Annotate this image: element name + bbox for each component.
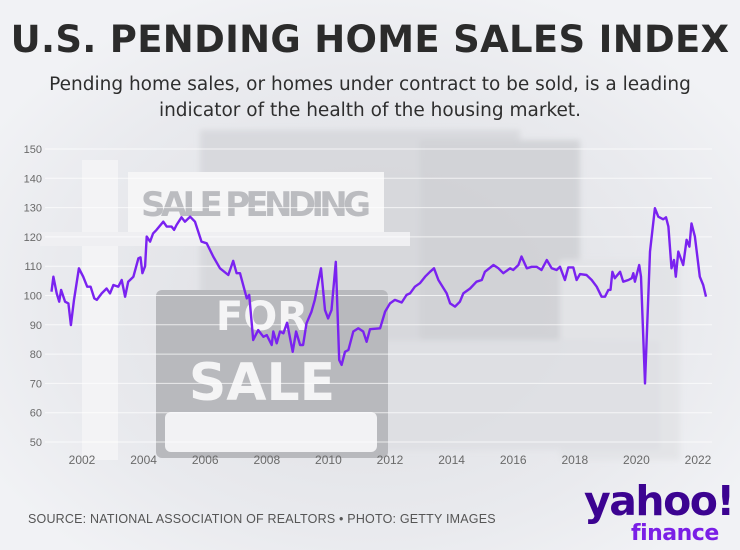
y-tick-label: 100 bbox=[24, 291, 42, 303]
x-tick-label: 2004 bbox=[130, 453, 157, 467]
x-tick-label: 2010 bbox=[315, 453, 342, 467]
y-tick-label: 50 bbox=[30, 437, 42, 449]
yahoo-finance-logo: yahoo! finance bbox=[584, 481, 735, 548]
x-tick-label: 2020 bbox=[623, 453, 650, 467]
x-axis: 2002 2004 2006 2008 2010 2012 2014 2016 2018 2020… bbox=[69, 453, 712, 467]
subtitle-line-1: Pending home sales, or homes under contr… bbox=[49, 74, 691, 95]
photo-text-sale-pending: SALE PENDING bbox=[141, 185, 371, 225]
y-tick-label: 140 bbox=[24, 173, 42, 185]
y-tick-label: 120 bbox=[24, 232, 42, 244]
y-tick-label: 60 bbox=[30, 408, 42, 420]
x-tick-label: 2008 bbox=[253, 453, 280, 467]
sale-pending-sign bbox=[128, 172, 384, 232]
y-tick-label: 90 bbox=[30, 320, 42, 332]
x-tick-label: 2014 bbox=[438, 453, 465, 467]
y-tick-label: 110 bbox=[24, 261, 42, 273]
y-tick-label: 80 bbox=[30, 349, 42, 361]
subtitle-line-2: indicator of the health of the housing m… bbox=[158, 100, 582, 121]
y-tick-label: 70 bbox=[30, 378, 42, 390]
y-tick-label: 150 bbox=[24, 144, 42, 156]
series-line-pending-home-sales bbox=[50, 207, 708, 385]
source-credit: SOURCE: NATIONAL ASSOCIATION OF REALTORS… bbox=[28, 512, 496, 526]
x-tick-label: 2022 bbox=[685, 453, 712, 467]
gridlines bbox=[45, 148, 712, 443]
logo-product: finance bbox=[631, 521, 719, 546]
x-tick-label: 2012 bbox=[377, 453, 404, 467]
chart-title: U.S. PENDING HOME SALES INDEX bbox=[10, 18, 730, 61]
x-tick-label: 2016 bbox=[500, 453, 527, 467]
photo-text-for: FOR bbox=[216, 294, 308, 340]
y-tick-label: 130 bbox=[24, 203, 42, 215]
chart-subtitle: Pending home sales, or homes under contr… bbox=[30, 72, 710, 124]
x-tick-label: 2002 bbox=[69, 453, 96, 467]
sign-post bbox=[82, 160, 118, 460]
sign-arm bbox=[40, 232, 410, 246]
x-tick-label: 2018 bbox=[561, 453, 588, 467]
logo-brand: yahoo! bbox=[584, 477, 735, 525]
y-axis: 50 60 70 80 90 100 110 120 130 140 150 bbox=[24, 144, 42, 449]
x-tick-label: 2006 bbox=[192, 453, 219, 467]
